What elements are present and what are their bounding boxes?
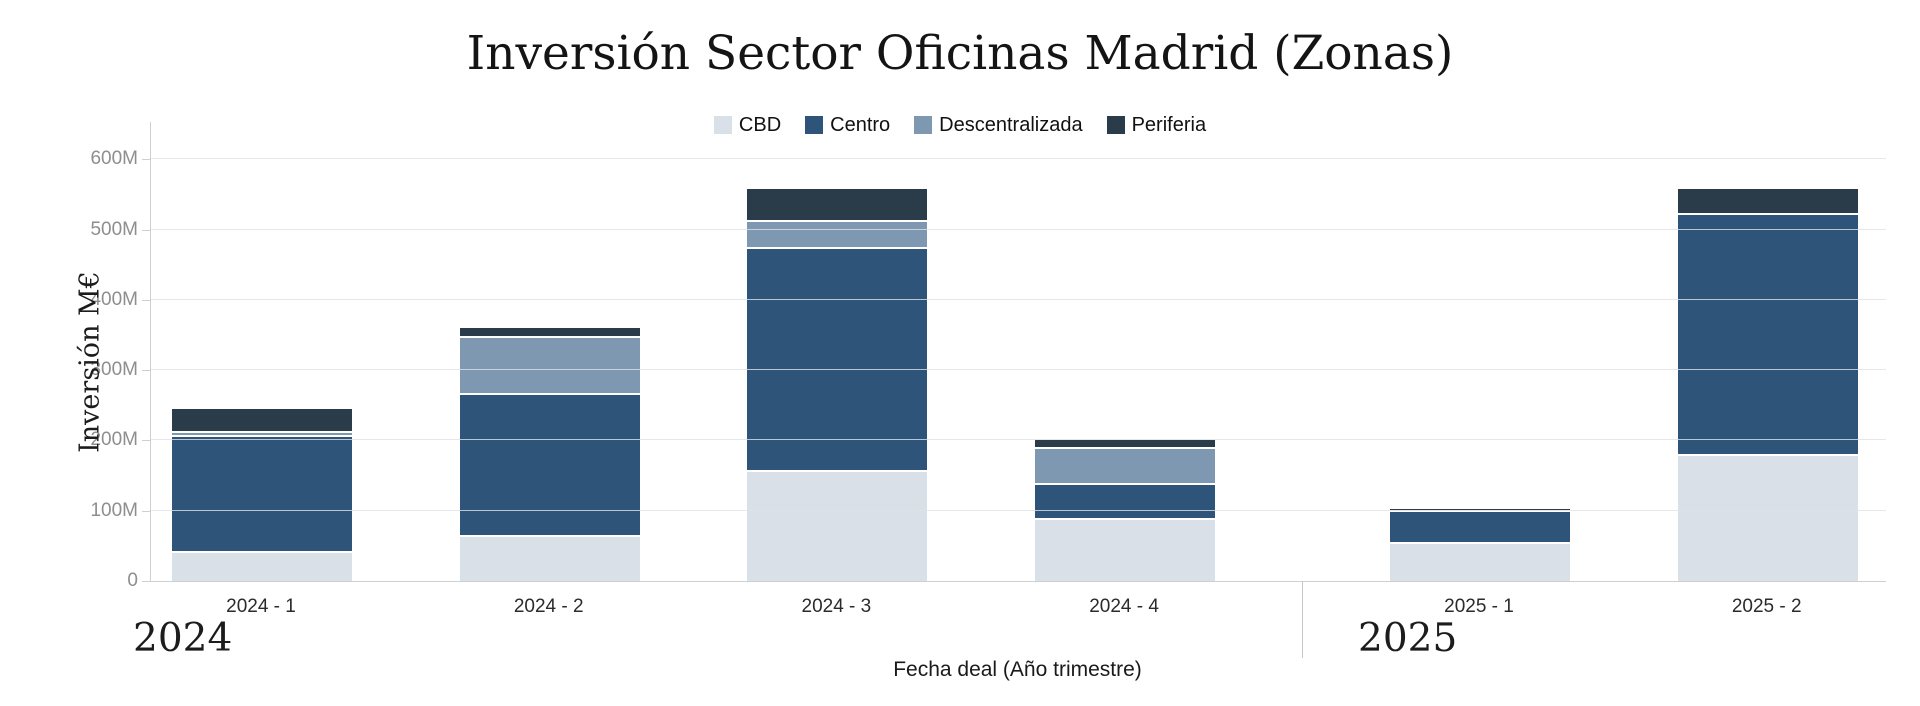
bar-segment-cbd-2024-4[interactable] bbox=[1035, 519, 1216, 581]
bar-segment-cbd-2025-2[interactable] bbox=[1677, 455, 1858, 581]
bar-segment-descentralizada-2024-1[interactable] bbox=[172, 433, 352, 437]
legend-swatch-icon bbox=[1106, 116, 1125, 134]
legend-item-cbd[interactable]: CBD bbox=[713, 113, 782, 137]
y-tick-label-300m: 300M bbox=[90, 359, 138, 381]
gridline-100m bbox=[151, 509, 1886, 511]
bar-segment-centro-2024-2[interactable] bbox=[459, 395, 640, 538]
y-tick-label-0: 0 bbox=[127, 570, 138, 591]
y-tick-mark bbox=[142, 440, 150, 442]
bar-2024-3[interactable] bbox=[747, 188, 928, 581]
x-tick-label-2024-1: 2024 - 1 bbox=[226, 596, 296, 617]
x-axis-title: Fecha deal (Año trimestre) bbox=[893, 658, 1142, 681]
bar-segment-periferia-2024-3[interactable] bbox=[747, 188, 928, 222]
year-group-label-2024: 2024 bbox=[133, 616, 233, 661]
bar-segment-descentralizada-2024-2[interactable] bbox=[459, 337, 640, 396]
y-tick-mark bbox=[142, 159, 150, 161]
y-tick-mark bbox=[142, 510, 150, 512]
x-tick-label-2024-3: 2024 - 3 bbox=[801, 596, 872, 617]
bar-segment-centro-2024-3[interactable] bbox=[747, 249, 928, 473]
bar-segment-periferia-2024-2[interactable] bbox=[459, 327, 640, 338]
legend-swatch-icon bbox=[805, 116, 824, 134]
x-tick-label-2024-2: 2024 - 2 bbox=[513, 596, 584, 617]
gridline-300m bbox=[151, 369, 1886, 371]
bar-2024-1[interactable] bbox=[172, 408, 352, 581]
year-group-divider bbox=[1301, 581, 1303, 658]
legend-label: CBD bbox=[738, 113, 782, 136]
bar-segment-periferia-2025-2[interactable] bbox=[1677, 188, 1858, 216]
bar-segment-descentralizada-2024-4[interactable] bbox=[1035, 448, 1216, 485]
legend: CBD Centro Descentralizada Periferia bbox=[0, 112, 1920, 138]
x-tick-label-2024-4: 2024 - 4 bbox=[1089, 596, 1159, 617]
legend-label: Centro bbox=[830, 113, 891, 136]
gridline-600m bbox=[151, 158, 1886, 160]
y-tick-label-400m: 400M bbox=[90, 288, 138, 310]
bar-2024-2[interactable] bbox=[459, 327, 640, 581]
bar-segment-periferia-2024-4[interactable] bbox=[1035, 439, 1216, 449]
y-tick-label-500m: 500M bbox=[90, 218, 138, 240]
legend-label: Periferia bbox=[1131, 113, 1207, 136]
bar-segment-centro-2025-2[interactable] bbox=[1677, 215, 1858, 456]
x-tick-label-2025-2: 2025 - 2 bbox=[1731, 596, 1802, 617]
gridline-200m bbox=[151, 439, 1886, 441]
y-tick-label-200m: 200M bbox=[90, 429, 138, 451]
y-tick-label-100m: 100M bbox=[90, 499, 138, 521]
legend-swatch-icon bbox=[713, 116, 732, 134]
legend-item-descentralizada[interactable]: Descentralizada bbox=[914, 113, 1083, 137]
y-tick-mark bbox=[142, 229, 150, 231]
legend-item-periferia[interactable]: Periferia bbox=[1106, 113, 1207, 137]
bar-2025-2[interactable] bbox=[1677, 188, 1858, 581]
bar-segment-centro-2024-4[interactable] bbox=[1035, 484, 1216, 520]
legend-label: Descentralizada bbox=[939, 113, 1083, 136]
x-tick-label-2025-1: 2025 - 1 bbox=[1444, 596, 1514, 617]
bar-segment-centro-2024-1[interactable] bbox=[172, 436, 352, 553]
bar-segment-cbd-2024-1[interactable] bbox=[172, 552, 352, 581]
bar-segment-centro-2025-1[interactable] bbox=[1390, 512, 1570, 544]
gridline-500m bbox=[151, 228, 1886, 230]
y-tick-mark bbox=[142, 370, 150, 372]
bar-segment-cbd-2024-2[interactable] bbox=[459, 537, 640, 581]
y-axis-title: Inversión M€ bbox=[74, 271, 106, 453]
chart-title: Inversión Sector Oficinas Madrid (Zonas) bbox=[466, 26, 1454, 81]
plot-area bbox=[150, 122, 1886, 582]
bar-segment-cbd-2024-3[interactable] bbox=[747, 472, 928, 581]
bar-segment-periferia-2024-1[interactable] bbox=[172, 408, 352, 434]
bar-2025-1[interactable] bbox=[1390, 508, 1570, 581]
y-tick-mark bbox=[142, 581, 150, 582]
legend-item-centro[interactable]: Centro bbox=[805, 114, 890, 137]
bar-segment-cbd-2025-1[interactable] bbox=[1390, 543, 1570, 581]
y-tick-label-600m: 600M bbox=[90, 148, 138, 170]
bar-segment-descentralizada-2024-3[interactable] bbox=[747, 221, 928, 250]
bar-2024-4[interactable] bbox=[1035, 439, 1216, 581]
year-group-label-2025: 2025 bbox=[1358, 616, 1458, 661]
y-tick-mark bbox=[142, 299, 150, 301]
legend-swatch-icon bbox=[914, 116, 933, 134]
gridline-400m bbox=[151, 298, 1886, 300]
